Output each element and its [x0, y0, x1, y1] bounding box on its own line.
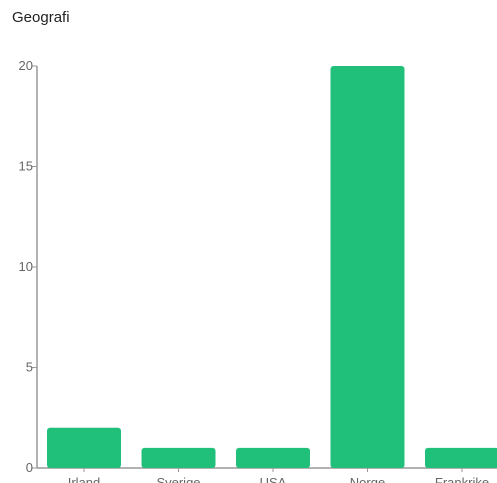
y-tick-label: 15 [19, 159, 33, 174]
chart-title: Geografi [12, 9, 70, 26]
y-tick-label: 20 [19, 58, 33, 73]
x-tick-label: Frankrike [435, 475, 489, 483]
y-axis: 0 5 10 15 20 [19, 58, 38, 475]
bars-group [47, 66, 497, 468]
bar-irland [47, 427, 121, 468]
x-tick-label: Sverige [156, 475, 200, 483]
x-tick-label: USA [260, 475, 287, 483]
bar-usa [236, 447, 310, 468]
x-tick-label: Norge [350, 475, 385, 483]
x-axis: Irland Sverige USA Norge Frankrike [37, 467, 497, 483]
y-tick-label: 0 [26, 460, 33, 475]
y-tick-label: 10 [19, 259, 33, 274]
bar-norge [330, 66, 405, 468]
bar-sverige [141, 447, 216, 468]
bar-frankrike [425, 447, 497, 468]
x-tick-label: Irland [68, 475, 101, 483]
y-tick-label: 5 [26, 360, 33, 375]
